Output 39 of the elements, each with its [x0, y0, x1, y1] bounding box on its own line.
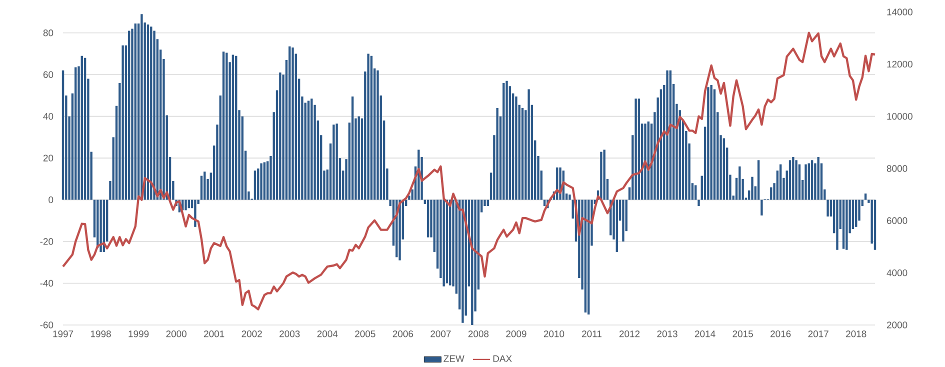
x-tick-label: 2002	[242, 330, 262, 338]
y2-tick-label: 2000	[886, 321, 908, 328]
x-tick-label: 2009	[506, 330, 526, 338]
x-tick-label: 2004	[317, 330, 338, 338]
x-tick-label: 2015	[732, 330, 753, 338]
x-tick-label: 2001	[204, 330, 224, 338]
x-tick-label: 2014	[694, 330, 716, 338]
x-tick-label: 2013	[657, 330, 678, 338]
legend-label: DAX	[493, 355, 512, 362]
y-tick-label: -20	[40, 238, 54, 245]
x-tick-label: 2017	[808, 330, 828, 338]
y-tick-label: 0	[48, 196, 54, 203]
y2-tick-label: 4000	[886, 269, 908, 276]
x-tick-label: 1998	[90, 330, 111, 338]
x-tick-label: 2008	[468, 330, 489, 338]
y2-tick-label: 10000	[887, 112, 912, 120]
legend-label: ZEW	[444, 355, 464, 362]
y-tick-label: -60	[40, 321, 54, 328]
y2-tick-label: 14000	[887, 8, 912, 16]
y2-tick-label: 8000	[886, 164, 908, 172]
y-tick-label: -40	[40, 280, 54, 286]
y-tick-label: 80	[43, 29, 54, 36]
y-tick-label: 60	[43, 71, 54, 78]
x-tick-label: 1997	[53, 330, 74, 338]
x-tick-label: 2006	[392, 330, 414, 338]
x-tick-label: 2011	[582, 330, 602, 338]
x-tick-label: 2012	[619, 330, 640, 338]
x-tick-label: 2000	[166, 330, 186, 338]
x-tick-label: 2003	[280, 330, 300, 338]
y-tick-label: 40	[43, 112, 54, 120]
x-tick-label: 1999	[128, 330, 149, 338]
x-tick-label: 2005	[355, 330, 376, 338]
y2-tick-label: 6000	[887, 217, 908, 224]
y2-tick-label: 12000	[887, 60, 912, 68]
x-tick-label: 2007	[430, 330, 451, 338]
x-tick-label: 2016	[770, 330, 791, 338]
x-tick-label: 2010	[544, 330, 564, 338]
y-tick-label: 20	[43, 154, 54, 162]
x-tick-label: 2018	[846, 330, 866, 338]
